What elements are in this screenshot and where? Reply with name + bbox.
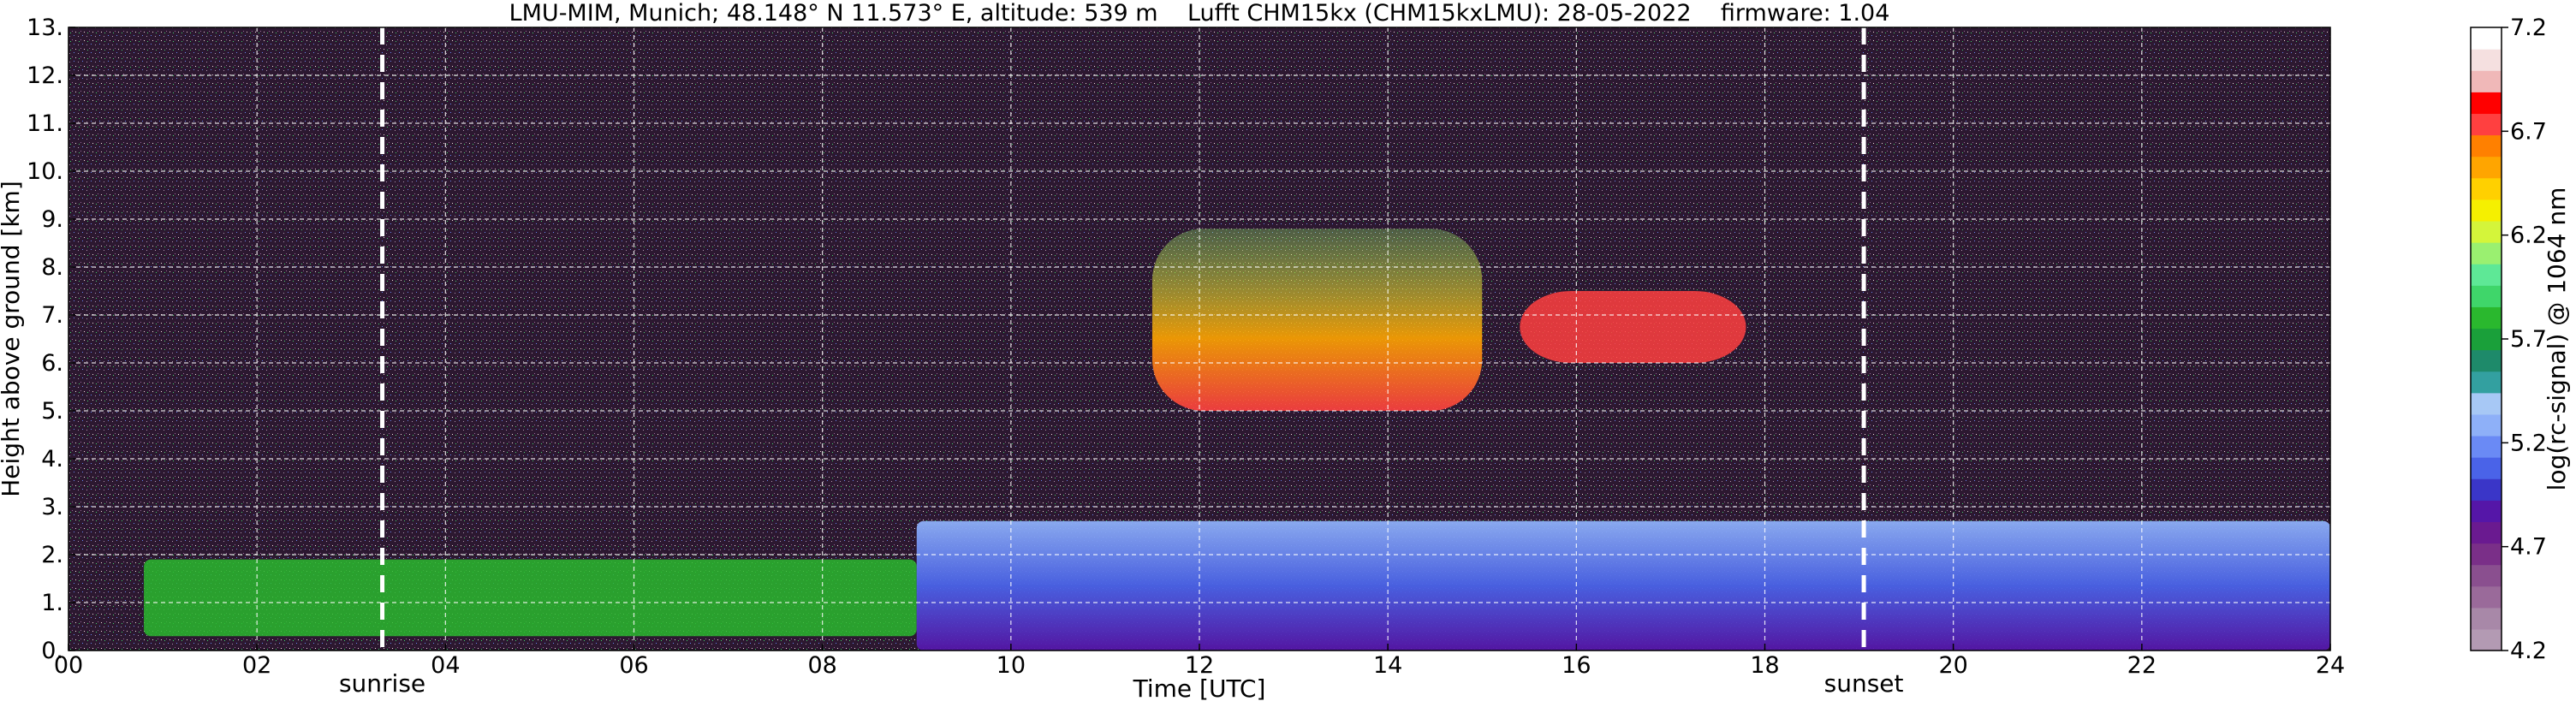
sunset-label: sunset — [1824, 669, 1904, 698]
colorbar-tick-label: 6.7 — [2510, 118, 2547, 145]
x-tick-label: 16 — [1562, 652, 1591, 679]
y-tick-label: 0. — [41, 638, 63, 664]
colorbar: 4.2 4.7 5.2 5.7 6.2 6.7 7.2 — [2470, 15, 2547, 664]
y-tick-label: 8. — [41, 254, 63, 281]
x-tick-label: 20 — [1938, 652, 1967, 679]
x-tick-label: 08 — [807, 652, 836, 679]
y-tick-label: 3. — [41, 494, 63, 520]
colorbar-segment — [2471, 500, 2502, 522]
y-axis-label: Height above ground [km] — [0, 181, 25, 497]
chart-title: LMU-MIM, Munich; 48.148° N 11.573° E, al… — [509, 0, 1890, 27]
colorbar-segment — [2471, 134, 2502, 157]
y-tick-label: 1. — [41, 590, 63, 616]
colorbar-segment — [2471, 392, 2502, 415]
colorbar-segment — [2471, 113, 2502, 136]
colorbar-segment — [2471, 543, 2502, 566]
x-tick-label: 18 — [1750, 652, 1779, 679]
x-tick-label: 14 — [1373, 652, 1402, 679]
colorbar-segment — [2471, 564, 2502, 587]
colorbar-segment — [2471, 413, 2502, 437]
colorbar-segment — [2471, 27, 2502, 50]
colorbar-segment — [2471, 435, 2502, 458]
colorbar-segment — [2471, 371, 2502, 394]
x-tick-label: 22 — [2127, 652, 2157, 679]
y-tick-label: 6. — [41, 350, 63, 377]
y-tick-label: 2. — [41, 542, 63, 568]
x-tick-label: 10 — [996, 652, 1026, 679]
colorbar-segment — [2471, 349, 2502, 372]
x-tick-label: 02 — [242, 652, 271, 679]
colorbar-segment — [2471, 70, 2502, 92]
y-tick-label: 9. — [41, 206, 63, 233]
colorbar-tick-label: 6.2 — [2510, 223, 2547, 249]
x-tick-label: 12 — [1185, 652, 1214, 679]
y-tick-label: 4. — [41, 446, 63, 472]
colorbar-segment — [2471, 607, 2502, 630]
x-axis-label: Time [UTC] — [1133, 674, 1266, 703]
colorbar-tick-label: 4.7 — [2510, 534, 2547, 561]
x-tick-label: 04 — [431, 652, 460, 679]
y-tick-label: 12. — [27, 62, 63, 89]
colorbar-segment — [2471, 156, 2502, 179]
colorbar-segment — [2471, 177, 2502, 200]
colorbar-tick-label: 5.2 — [2510, 430, 2547, 456]
colorbar-tick-label: 7.2 — [2510, 15, 2547, 41]
colorbar-segment — [2471, 285, 2502, 307]
y-tick-label: 5. — [41, 398, 63, 425]
plot-area: sunrise sunset 00 02 04 06 08 10 12 14 16 18 20 22 24… — [27, 15, 2345, 698]
sunrise-label: sunrise — [339, 669, 425, 698]
x-tick-label: 06 — [619, 652, 648, 679]
colorbar-segment — [2471, 328, 2502, 351]
colorbar-segment — [2471, 628, 2502, 651]
colorbar-segment — [2471, 242, 2502, 264]
colorbar-segment — [2471, 585, 2502, 609]
colorbar-segment — [2471, 49, 2502, 71]
colorbar-segment — [2471, 199, 2502, 222]
feature-boundary-layer-blue — [916, 520, 2330, 651]
y-tick-label: 13. — [27, 15, 63, 41]
y-tick-label: 7. — [41, 302, 63, 329]
colorbar-label: log(rc-signal) @ 1064 nm — [2543, 187, 2571, 491]
y-tick-label: 10. — [27, 158, 63, 185]
colorbar-segment — [2471, 457, 2502, 479]
x-tick-label: 24 — [2316, 652, 2345, 679]
y-tick-label: 11. — [27, 110, 63, 137]
feature-cirrus-cloud-orange-white — [1151, 229, 1483, 411]
colorbar-segment — [2471, 306, 2502, 330]
colorbar-tick-label: 4.2 — [2510, 638, 2547, 664]
colorbar-segment — [2471, 264, 2502, 286]
feature-cloud-patches — [1520, 291, 1746, 363]
feature-aerosol-layer-green — [144, 559, 917, 637]
colorbar-tick-label: 5.7 — [2510, 326, 2547, 353]
colorbar-segment — [2471, 521, 2502, 544]
colorbar-segment — [2471, 220, 2502, 243]
colorbar-segment — [2471, 92, 2502, 115]
x-tick-label: 00 — [54, 652, 83, 679]
colorbar-segment — [2471, 478, 2502, 501]
